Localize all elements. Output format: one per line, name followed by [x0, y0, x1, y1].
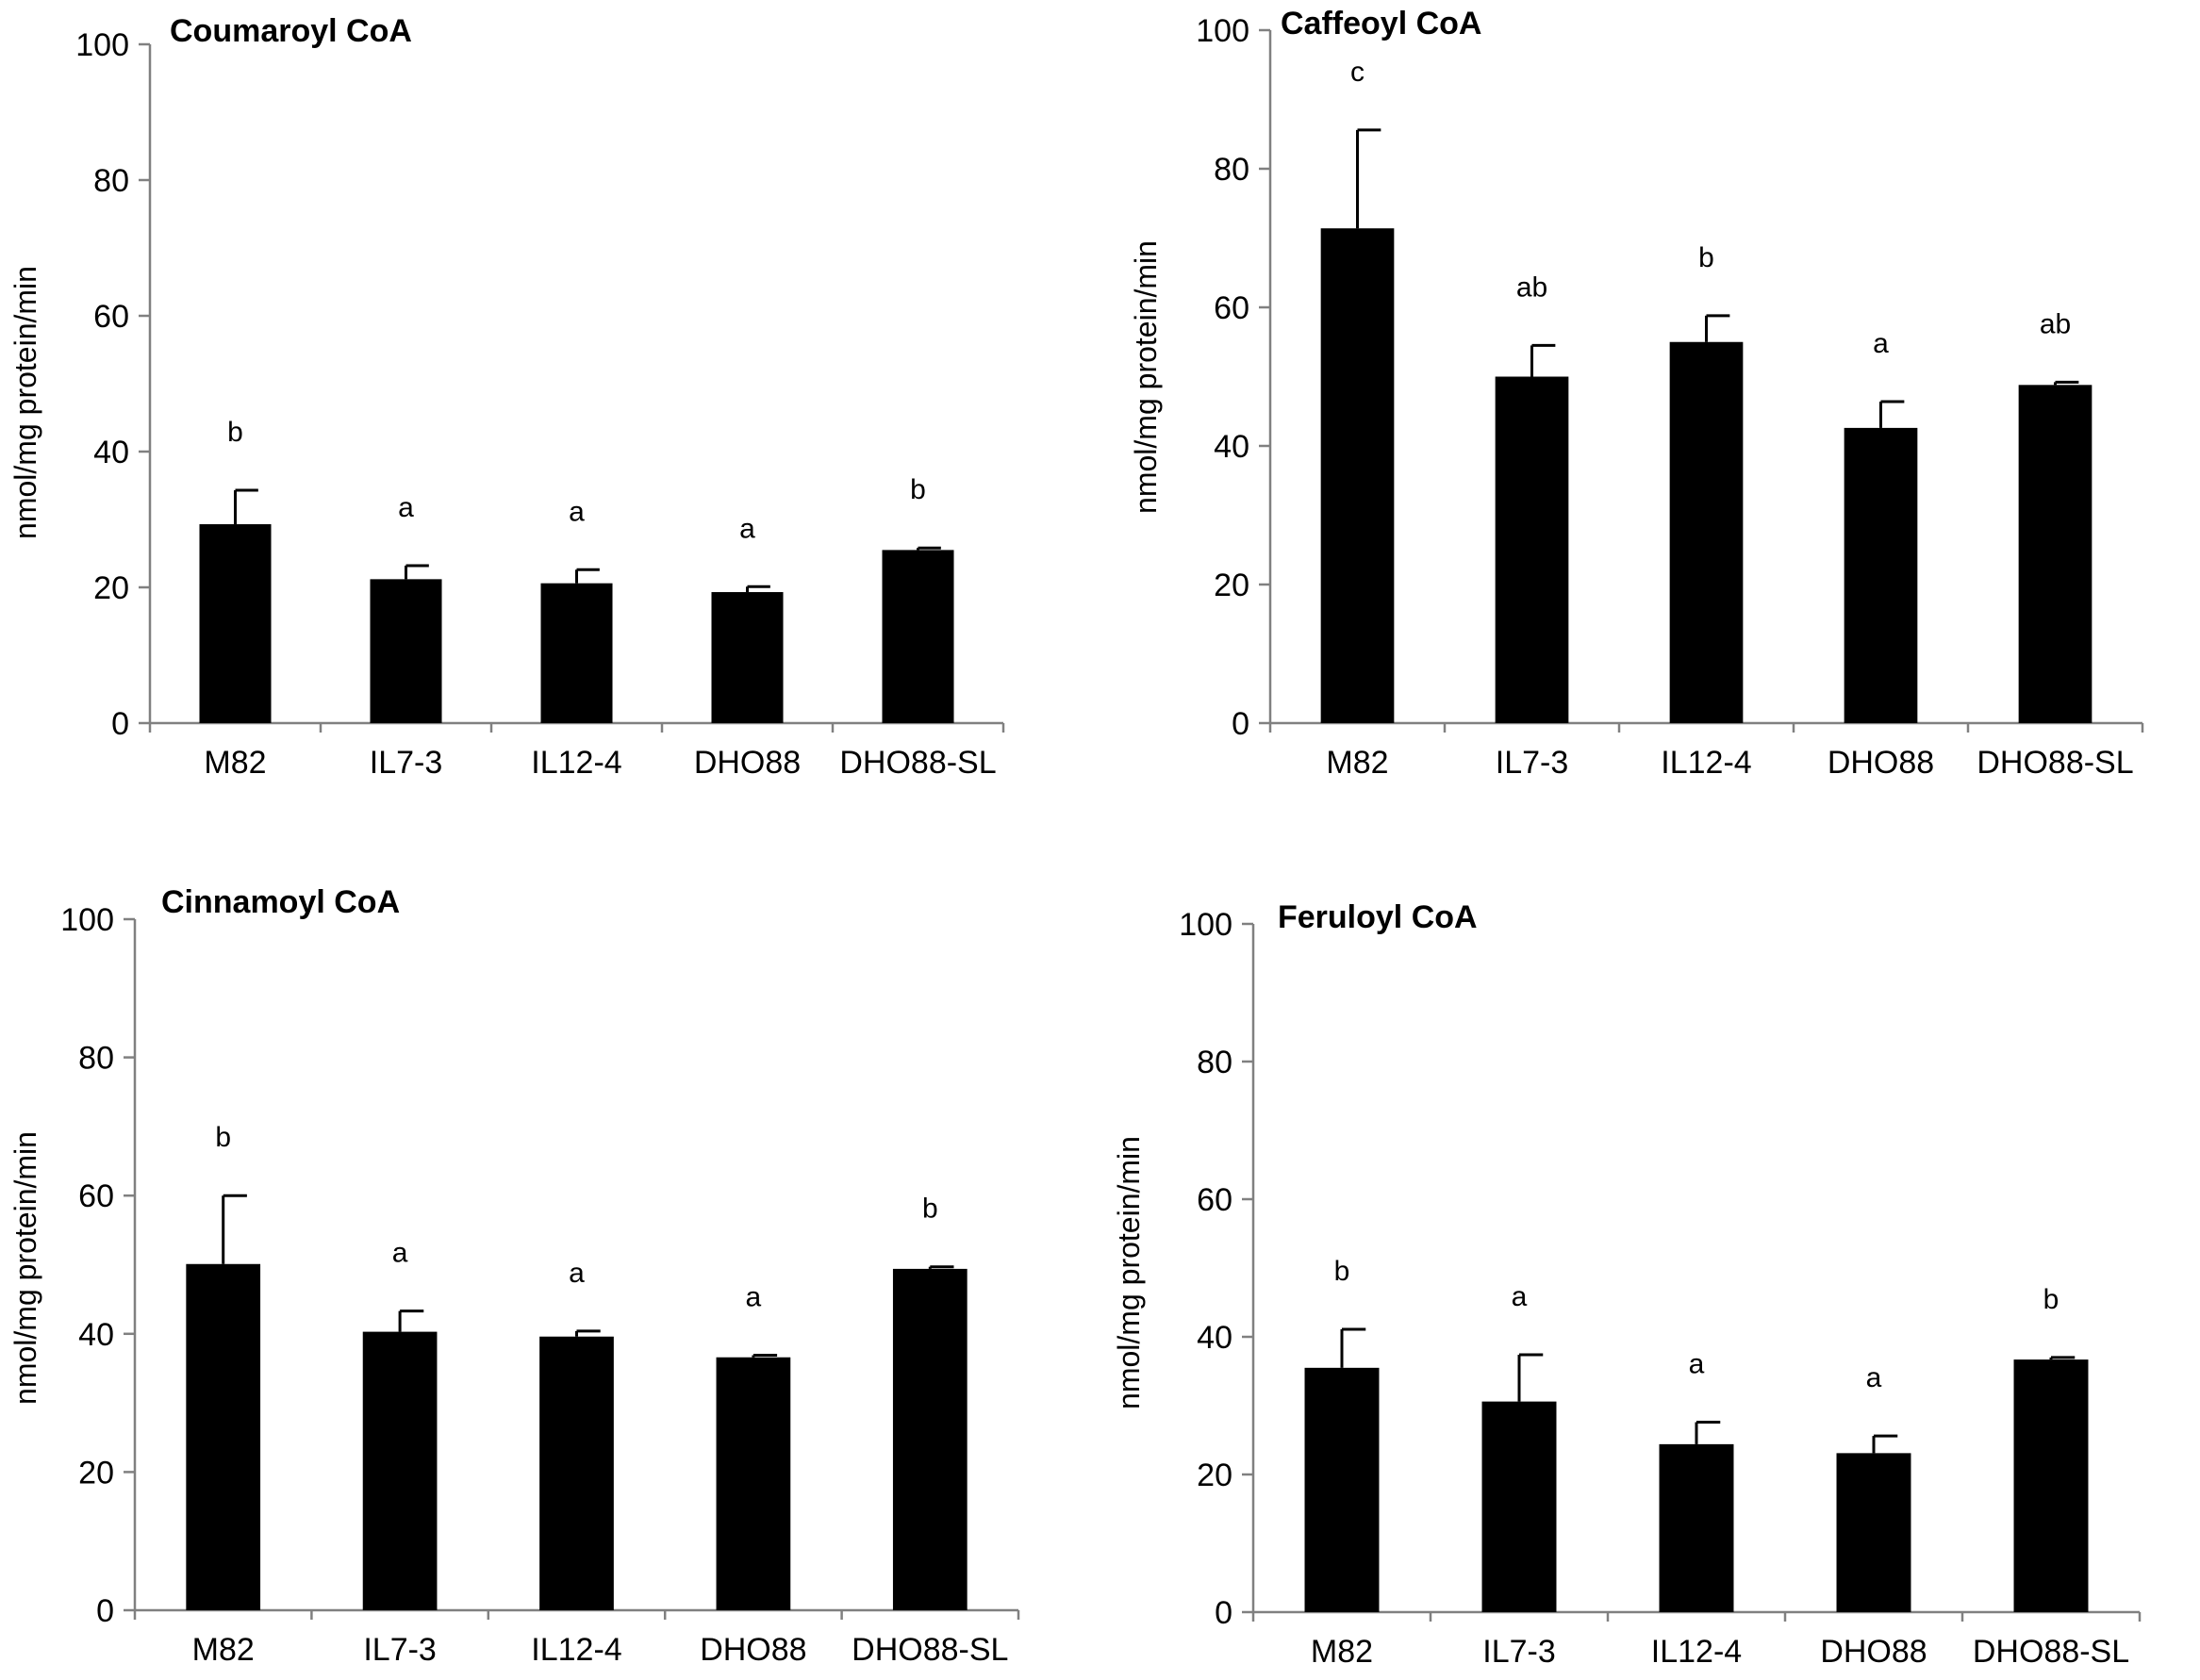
bar [370, 579, 442, 723]
y-axis-label: nmol/mg protein/min [8, 266, 42, 539]
bar [199, 524, 272, 723]
bar [540, 583, 613, 723]
x-tick-label: IL7-3 [370, 745, 443, 781]
bar [362, 1331, 438, 1610]
y-tick-label: 20 [78, 1455, 114, 1491]
y-axis-label: nmol/mg protein/min [1129, 240, 1163, 514]
significance-label: c [1350, 57, 1365, 88]
bar [2018, 385, 2092, 723]
chart-title: Coumaroyl CoA [170, 13, 412, 49]
bar [892, 1268, 968, 1610]
significance-label: b [227, 417, 243, 448]
bar [1836, 1453, 1911, 1612]
x-tick-label: DHO88 [700, 1632, 806, 1668]
significance-label: a [569, 496, 585, 527]
y-tick-label: 0 [111, 706, 129, 742]
y-tick-label: 80 [1214, 152, 1249, 188]
bar [1844, 427, 1918, 723]
y-tick-label: 60 [93, 299, 129, 335]
x-tick-label: DHO88-SL [852, 1632, 1008, 1668]
x-tick-label: IL7-3 [1482, 1634, 1556, 1670]
y-tick-label: 40 [1197, 1320, 1232, 1356]
y-tick-label: 20 [93, 570, 129, 606]
y-tick-label: 80 [78, 1041, 114, 1077]
y-tick-label: 0 [1232, 706, 1249, 742]
bar [1320, 228, 1395, 723]
y-tick-label: 100 [1179, 907, 1232, 943]
significance-label: a [1689, 1349, 1705, 1380]
x-tick-label: DHO88-SL [1973, 1634, 2129, 1670]
x-tick-label: IL7-3 [1496, 745, 1569, 781]
significance-label: b [215, 1122, 231, 1153]
x-tick-label: IL12-4 [1661, 745, 1751, 781]
x-tick-label: DHO88 [1828, 745, 1934, 781]
x-tick-label: M82 [1326, 745, 1388, 781]
x-tick-label: DHO88 [1820, 1634, 1927, 1670]
x-tick-label: M82 [1311, 1634, 1373, 1670]
chart-title: Cinnamoyl CoA [161, 884, 400, 920]
significance-label: a [746, 1282, 762, 1313]
bar [1495, 376, 1569, 723]
significance-label: b [922, 1194, 938, 1225]
bar [882, 550, 954, 723]
x-tick-label: IL12-4 [531, 745, 621, 781]
significance-label: a [1512, 1281, 1528, 1312]
panel-caffeoyl-coa: Caffeoyl CoA nmol/mg protein/min 0 20 40 60… [1129, 6, 2144, 781]
bar [1481, 1401, 1557, 1612]
significance-label: ab [1516, 272, 1547, 303]
y-axis-label: nmol/mg protein/min [8, 1131, 42, 1405]
significance-label: b [1334, 1256, 1350, 1287]
x-tick-label: IL12-4 [531, 1632, 621, 1668]
panel-cinnamoyl-coa: Cinnamoyl CoA nmol/mg protein/min 0 20 40 6… [8, 884, 1020, 1668]
significance-label: a [739, 513, 755, 544]
significance-label: a [1873, 328, 1889, 359]
x-tick-label: IL12-4 [1651, 1634, 1742, 1670]
significance-label: b [2043, 1284, 2059, 1315]
y-axis-label: nmol/mg protein/min [1112, 1136, 1146, 1409]
y-tick-label: 80 [1197, 1045, 1232, 1080]
bar [539, 1336, 614, 1610]
significance-label: b [910, 474, 926, 505]
bar [2013, 1359, 2089, 1612]
y-tick-label: 40 [78, 1317, 114, 1353]
y-tick-label: 100 [60, 902, 114, 938]
y-tick-label: 60 [1197, 1182, 1232, 1218]
bar [716, 1357, 791, 1610]
y-tick-label: 20 [1214, 568, 1249, 603]
y-tick-label: 60 [78, 1178, 114, 1214]
y-tick-label: 40 [93, 435, 129, 470]
panel-feruloyl-coa: Feruloyl CoA nmol/mg protein/min 0 20 40 60… [1112, 899, 2142, 1670]
y-tick-label: 100 [75, 27, 129, 63]
y-tick-label: 20 [1197, 1458, 1232, 1493]
y-tick-label: 60 [1214, 290, 1249, 326]
x-tick-label: DHO88-SL [1977, 745, 2133, 781]
bar [1304, 1367, 1380, 1612]
y-tick-label: 100 [1196, 13, 1249, 49]
bar [1669, 341, 1744, 723]
significance-label: a [398, 492, 414, 523]
significance-label: a [569, 1258, 585, 1289]
y-tick-label: 40 [1214, 429, 1249, 465]
x-tick-label: DHO88 [694, 745, 801, 781]
y-tick-label: 0 [1215, 1595, 1232, 1631]
panel-coumaroyl-coa: Coumaroyl CoA nmol/mg protein/min 0 20 40 6… [8, 13, 1005, 781]
chart-title: Feruloyl CoA [1278, 899, 1478, 935]
x-tick-label: IL7-3 [363, 1632, 437, 1668]
x-tick-label: DHO88-SL [839, 745, 996, 781]
significance-label: a [1866, 1362, 1882, 1393]
significance-label: ab [2040, 308, 2071, 339]
x-tick-label: M82 [204, 745, 266, 781]
y-tick-label: 80 [93, 163, 129, 199]
x-tick-label: M82 [192, 1632, 255, 1668]
significance-label: a [392, 1238, 408, 1269]
significance-label: b [1698, 242, 1714, 273]
bar [186, 1263, 261, 1610]
chart-title: Caffeoyl CoA [1281, 6, 1481, 41]
bar [711, 592, 784, 723]
bar [1659, 1443, 1734, 1612]
y-tick-label: 0 [96, 1593, 114, 1629]
